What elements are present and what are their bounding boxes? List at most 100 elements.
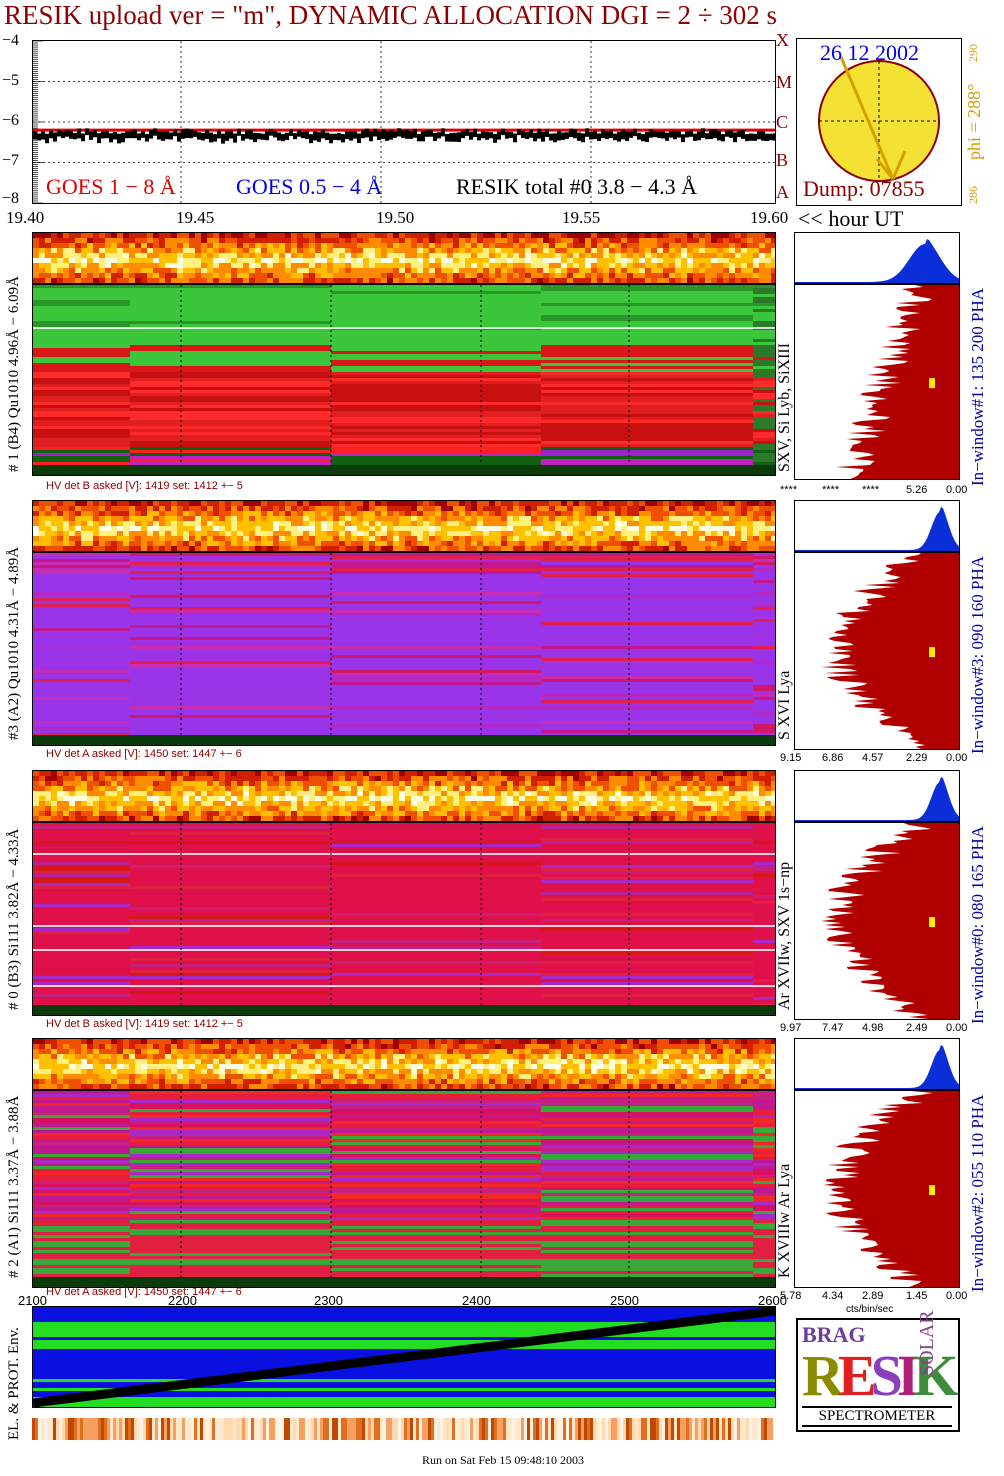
panel-p2-pha-tick: 4.34 xyxy=(822,1290,844,1302)
class-letter: C xyxy=(776,112,789,132)
plot-title: RESIK upload ver = "m", DYNAMIC ALLOCATI… xyxy=(4,0,778,30)
logo-solar-text: SOLAR xyxy=(916,1310,938,1376)
panel-p1-pha-histogram xyxy=(794,284,960,480)
goes-ytick: −5 xyxy=(2,72,20,89)
panel-p0-pha-tick: 0.00 xyxy=(946,1022,968,1034)
panel-p2-pha-tick: 5.78 xyxy=(780,1290,802,1302)
env-color-strip xyxy=(32,1418,776,1440)
env-tick: 2200 xyxy=(168,1293,197,1308)
env-trend-line xyxy=(33,1307,775,1407)
panel-p0-channel-label: # 0 (B3) Si111 3.82Å − 4.33Å xyxy=(6,828,22,1010)
panel-p2-lightcurve-image xyxy=(32,1038,776,1090)
env-tick: 2500 xyxy=(610,1293,639,1308)
panel-p1-pha-tick: **** xyxy=(862,484,880,496)
panel-p2-pha-tick: 0.00 xyxy=(946,1290,968,1302)
panel-p2-hv-status: HV det A asked [V]: 1450 set: 1447 +− 6 xyxy=(46,1286,242,1298)
time-tick: 19.55 xyxy=(562,208,601,227)
panel-p3-pha-histogram xyxy=(794,552,960,750)
panel-p2-blue-histogram xyxy=(794,1038,960,1090)
spacecraft-axis-line xyxy=(839,56,895,180)
panel-p1-pha-tick: 0.00 xyxy=(946,484,968,496)
phi-bottom-value: 286 xyxy=(966,186,980,204)
panel-p0-pha-tick: 4.98 xyxy=(862,1022,884,1034)
panel-p2-channel-label: # 2 (A1) Si111 3.37Å − 3.88Å xyxy=(6,1095,22,1278)
goes-lightcurve-svg xyxy=(33,40,777,204)
panel-p0-pha-tick: 7.47 xyxy=(822,1022,844,1034)
panel-p1-channel-label: # 1 (B4) Qu1010 4.96Å − 6.09Å xyxy=(6,276,22,472)
env-tick: 2600 xyxy=(758,1293,787,1308)
panel-p3-spectrogram xyxy=(32,552,776,746)
goes-ytick: −4 xyxy=(2,32,20,49)
panel-p3-lightcurve-image xyxy=(32,500,776,552)
panel-p0-pha-histogram xyxy=(794,822,960,1020)
legend-goes-1-8: GOES 1 − 8 Å xyxy=(46,174,176,199)
logo-letter: E xyxy=(837,1343,877,1408)
panel-p1-lightcurve-image xyxy=(32,232,776,284)
panel-p2-spectrogram xyxy=(32,1090,776,1288)
env-tick: 2100 xyxy=(18,1293,47,1308)
panel-p1-blue-histogram xyxy=(794,232,960,284)
panel-p0-blue-histogram xyxy=(794,770,960,822)
dump-number: Dump: 07855 xyxy=(803,176,925,201)
panel-p3-pha-tick: 4.57 xyxy=(862,752,884,764)
class-letter: A xyxy=(776,182,789,202)
panel-p2-pha-unit: cts/bin/sec xyxy=(846,1304,894,1315)
legend-goes-05-4: GOES 0.5 − 4 Å xyxy=(236,174,383,199)
panel-p3-window-label: In−window#3: 090 160 PHA xyxy=(968,555,987,754)
panel-p0-lightcurve-image xyxy=(32,770,776,822)
panel-p0-window-label: In−window#0: 080 165 PHA xyxy=(968,825,987,1024)
logo-letter: K xyxy=(913,1343,958,1408)
phi-top-value: 290 xyxy=(966,44,980,62)
panel-p3-blue-histogram xyxy=(794,500,960,552)
legend-resik-total: RESIK total #0 3.8 − 4.3 Å xyxy=(456,174,697,199)
panel-p3-line-label: S XVI Lya xyxy=(776,670,793,740)
sun-disc-svg xyxy=(818,56,940,182)
panel-p3-pha-tick: 6.86 xyxy=(822,752,844,764)
phi-angle-label: phi = 288° xyxy=(964,83,984,160)
sun-position-panel xyxy=(796,38,962,206)
panel-p3-channel-label: #3 (A2) Qu1010 4.31Å − 4.89Å xyxy=(6,546,22,740)
observation-date: 26 12 2002 xyxy=(820,40,919,65)
panel-p2-window-label: In−window#2: 055 110 PHA xyxy=(968,1094,987,1292)
resik-logo: BRAG RESIK SOLAR SPECTROMETER xyxy=(796,1310,960,1432)
panel-p1-pha-tick: **** xyxy=(780,484,798,496)
panel-p1-pha-tick: **** xyxy=(822,484,840,496)
panel-p0-spectrogram xyxy=(32,822,776,1016)
logo-letter: S xyxy=(870,1343,903,1408)
panel-p2-pha-histogram xyxy=(794,1090,960,1288)
panel-p3-hv-status: HV det A asked [V]: 1450 set: 1447 +− 6 xyxy=(46,748,242,760)
resik-total-series xyxy=(33,128,777,144)
time-tick: 19.45 xyxy=(176,208,215,227)
panel-p1-hv-status: HV det B asked [V]: 1419 set: 1412 +− 5 xyxy=(46,480,243,492)
env-panel xyxy=(32,1306,776,1408)
goes-ytick: −6 xyxy=(2,112,20,129)
panel-p0-pha-tick: 9.97 xyxy=(780,1022,802,1034)
run-timestamp: Run on Sat Feb 15 09:48:10 2003 xyxy=(422,1453,585,1467)
logo-brag-text: BRAG xyxy=(802,1322,866,1347)
class-letter: B xyxy=(776,150,789,170)
panel-p1-window-label: In−window#1: 135 200 PHA xyxy=(968,287,987,486)
logo-resik-text: RESIK xyxy=(802,1342,959,1409)
logo-letter: R xyxy=(802,1343,844,1408)
logo-letter: I xyxy=(896,1343,919,1408)
class-letter: M xyxy=(776,72,793,92)
goes-lightcurve-panel xyxy=(32,40,777,204)
panel-p1-line-label: SXV, Si Lyb, SiXIII xyxy=(776,342,793,472)
panel-p0-pha-tick: 2.49 xyxy=(906,1022,928,1034)
panel-p3-pha-tick: 9.15 xyxy=(780,752,802,764)
goes-ytick: −7 xyxy=(2,152,20,169)
env-svg xyxy=(33,1307,775,1407)
env-tick: 2300 xyxy=(314,1293,343,1308)
time-tick: 19.40 xyxy=(6,208,45,227)
panel-p1-spectrogram xyxy=(32,284,776,476)
panel-p2-pha-tick: 2.89 xyxy=(862,1290,884,1302)
time-tick: 19.50 xyxy=(376,208,415,227)
panel-p3-pha-tick: 0.00 xyxy=(946,752,968,764)
panel-p2-pha-tick: 1.45 xyxy=(906,1290,928,1302)
env-label: EL. & PROT. Env. xyxy=(6,1327,22,1440)
panel-p3-pha-tick: 2.29 xyxy=(906,752,928,764)
goes-ytick: −8 xyxy=(2,190,20,207)
class-letter: X xyxy=(776,30,789,50)
panel-p1-pha-tick: 5.26 xyxy=(906,484,928,496)
panel-p0-hv-status: HV det B asked [V]: 1419 set: 1412 +− 5 xyxy=(46,1018,243,1030)
